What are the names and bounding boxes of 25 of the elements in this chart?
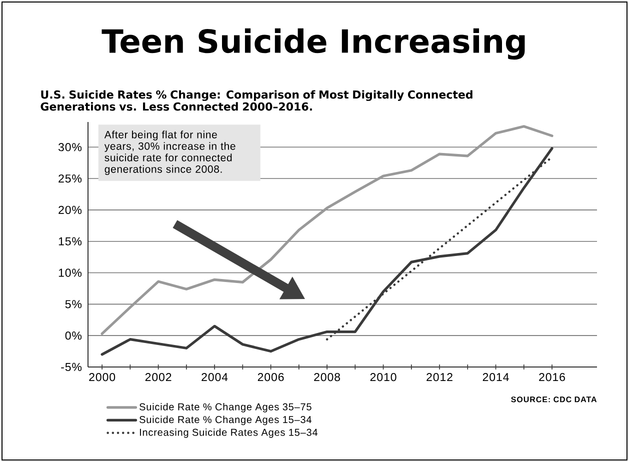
y-tick-label: 20% <box>58 206 82 214</box>
x-tick-label: 2016 <box>539 373 565 382</box>
y-tick-label: 5% <box>65 300 82 308</box>
y-tick-label: 25% <box>58 174 82 183</box>
text: SOURCE: CDC DATA <box>511 396 597 402</box>
annotation: After being flat for nine years, 30% increase in the suicide rate for connected generations since 2008. <box>104 130 236 175</box>
x-tick-label: 2004 <box>202 373 228 382</box>
x-tick-label: 2000 <box>89 373 116 382</box>
legend-label: Suicide Rate % Change Ages 15–34 <box>140 416 312 426</box>
y-tick-label: 0% <box>65 332 82 340</box>
chart-title: Teen Suicide Increasing <box>102 28 525 60</box>
x-tick-label: 2008 <box>314 373 340 382</box>
x-tick-label: 2002 <box>145 373 172 382</box>
legend-label: Suicide Rate % Change Ages 35–75 <box>140 403 312 412</box>
x-tick-label: 2014 <box>482 373 509 382</box>
x-tick-label: 2006 <box>258 373 284 382</box>
legend-label: Increasing Suicide Rates Ages 15–34 <box>140 428 318 438</box>
y-tick-label: 10% <box>58 268 82 277</box>
x-tick-label: 2010 <box>370 373 396 382</box>
y-tick-label: 15% <box>58 237 82 246</box>
y-tick-label: 30% <box>58 143 82 152</box>
x-tick-label: 2012 <box>426 373 452 382</box>
chart-subtitle: U.S. Suicide Rates % Change: Comparison of Most Digitally Connected Generations vs. Less Connected 2000–2016. <box>40 90 472 111</box>
y-tick-label: -5% <box>61 362 82 372</box>
line-series <box>100 125 554 335</box>
